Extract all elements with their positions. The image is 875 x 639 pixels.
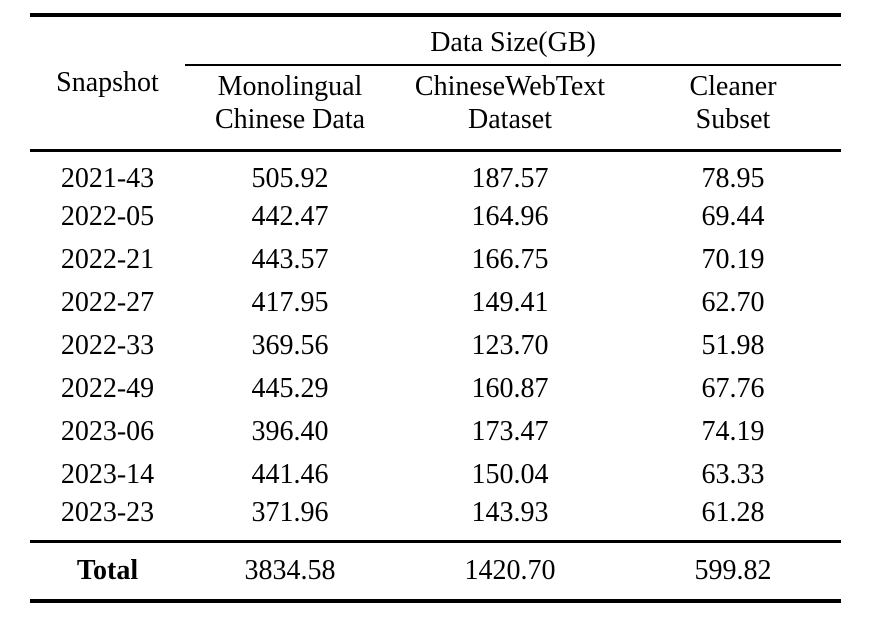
total-row: Total 3834.58 1420.70 599.82 (30, 539, 841, 602)
column-header-line: Monolingual (217, 70, 363, 102)
value-cell: 417.95 (251, 286, 329, 318)
value-cell: 164.96 (471, 200, 549, 232)
column-header-line: ChineseWebText (414, 70, 606, 102)
table-row: 2021-43 505.92 187.57 78.95 (30, 150, 841, 195)
total-value-cell: 599.82 (625, 539, 841, 602)
value-cell: 70.19 (701, 243, 765, 275)
table-footer: Total 3834.58 1420.70 599.82 (30, 539, 841, 602)
value-cell: 123.70 (471, 329, 549, 361)
value-cell: 371.96 (251, 497, 329, 529)
snapshot-cell: 2022-33 (60, 329, 155, 361)
table-row: 2023-23 371.96 143.93 61.28 (30, 496, 841, 541)
table-row: 2022-05 442.47 164.96 69.44 (30, 195, 841, 238)
table-header: Snapshot Data Size(GB) Monolingual Chine… (30, 15, 841, 152)
value-cell: 445.29 (251, 372, 329, 404)
value-cell: 150.04 (471, 458, 549, 490)
value-cell: 396.40 (251, 415, 329, 447)
value-cell: 149.41 (471, 286, 549, 318)
snapshot-cell: 2022-27 (60, 286, 155, 318)
group-header-row: Snapshot Data Size(GB) (30, 15, 841, 152)
value-cell: 187.57 (471, 162, 549, 194)
total-label-cell: Total (30, 539, 185, 602)
value-cell: 74.19 (701, 415, 765, 447)
value-cell: 143.93 (471, 497, 549, 529)
snapshot-cell: 2022-21 (60, 243, 155, 275)
value-cell: 369.56 (251, 329, 329, 361)
column-header-line: Dataset (468, 104, 552, 136)
value-cell: 166.75 (471, 243, 549, 275)
snapshot-cell: 2023-14 (60, 458, 155, 490)
value-cell: 173.47 (471, 415, 549, 447)
column-header-line: Cleaner (689, 70, 777, 102)
column-header-monolingual: Monolingual Chinese Data (185, 65, 395, 152)
snapshot-cell: 2022-49 (60, 372, 155, 404)
table-row: 2023-14 441.46 150.04 63.33 (30, 453, 841, 496)
table-row: 2023-06 396.40 173.47 74.19 (30, 410, 841, 453)
value-cell: 443.57 (251, 243, 329, 275)
total-value-cell: 1420.70 (395, 539, 625, 602)
snapshot-cell: 2023-06 (60, 415, 155, 447)
value-cell: 441.46 (251, 458, 329, 490)
value-cell: 78.95 (701, 162, 765, 194)
value-cell: 160.87 (471, 372, 549, 404)
column-header-chinesewebtext: ChineseWebText Dataset (395, 65, 625, 152)
data-size-table: Snapshot Data Size(GB) Monolingual Chine… (30, 13, 841, 604)
table-row: 2022-21 443.57 166.75 70.19 (30, 238, 841, 281)
total-value-cell: 3834.58 (185, 539, 395, 602)
column-header-line: Subset (695, 104, 771, 136)
table-row: 2022-27 417.95 149.41 62.70 (30, 281, 841, 324)
table-row: 2022-49 445.29 160.87 67.76 (30, 367, 841, 410)
value-cell: 63.33 (701, 458, 765, 490)
value-cell: 67.76 (701, 372, 765, 404)
value-cell: 61.28 (701, 497, 765, 529)
table-body: 2021-43 505.92 187.57 78.95 2022-05 442.… (30, 150, 841, 541)
snapshot-cell: 2023-23 (60, 497, 155, 529)
snapshot-cell: 2021-43 (60, 162, 155, 194)
value-cell: 51.98 (701, 329, 765, 361)
value-cell: 62.70 (701, 286, 765, 318)
column-header-row: Monolingual Chinese Data ChineseWebText … (30, 65, 841, 152)
value-cell: 442.47 (251, 200, 329, 232)
value-cell: 505.92 (251, 162, 329, 194)
value-cell: 69.44 (701, 200, 765, 232)
column-header-line: Chinese Data (214, 104, 366, 136)
column-header-snapshot: Snapshot (30, 15, 185, 152)
table-row: 2022-33 369.56 123.70 51.98 (30, 324, 841, 367)
column-header-cleaner: Cleaner Subset (625, 65, 841, 152)
group-header-data-size: Data Size(GB) (185, 15, 841, 66)
snapshot-cell: 2022-05 (60, 200, 155, 232)
